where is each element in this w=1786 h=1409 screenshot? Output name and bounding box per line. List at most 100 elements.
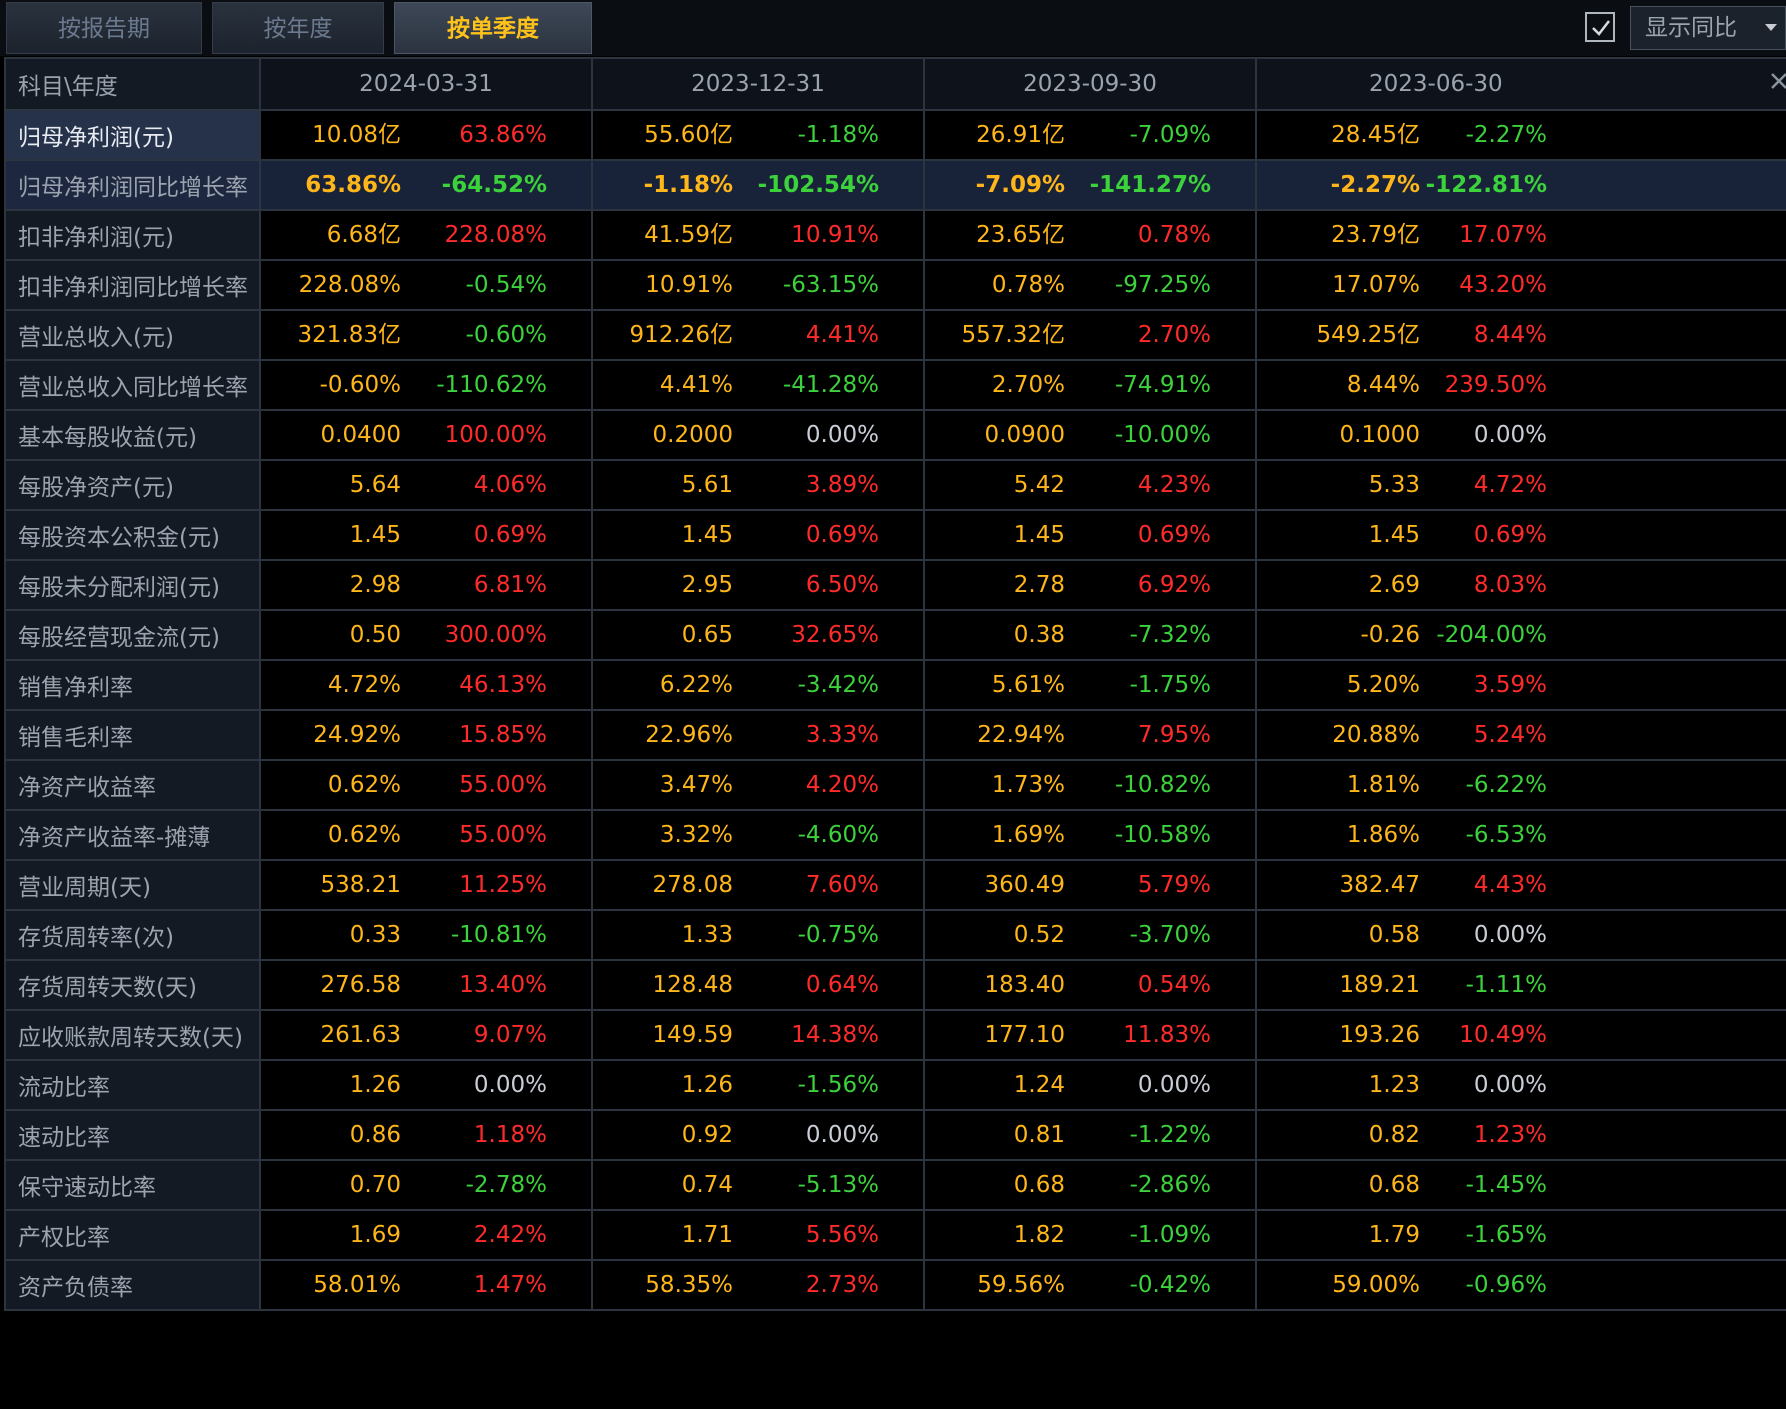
cell-value: 20.88% <box>1332 722 1420 748</box>
table-row[interactable]: 每股净资产(元) 5.64 4.06% 5.61 3.89% 5.42 4.23% 5.33 4… <box>4 459 1786 511</box>
table-cell: 0.33 -10.81% <box>259 909 593 961</box>
cell-yoy-change: 1.23% <box>1473 1122 1547 1148</box>
row-label: 资产负债率 <box>4 1259 261 1311</box>
table-row[interactable]: 基本每股收益(元) 0.0400 100.00% 0.2000 0.00% 0.0900 -… <box>4 409 1786 461</box>
cell-yoy-change: 4.41% <box>805 322 879 348</box>
cell-yoy-change: 0.00% <box>1473 922 1547 948</box>
table-cell: 538.21 11.25% <box>259 859 593 911</box>
table-row[interactable]: 存货周转天数(天) 276.58 13.40% 128.48 0.64% 183.40 0.… <box>4 959 1786 1011</box>
row-label: 销售毛利率 <box>4 709 261 761</box>
column-header[interactable]: 2023-06-30 <box>1255 57 1786 111</box>
cell-value: 0.38 <box>1013 622 1065 648</box>
table-row[interactable]: 营业总收入同比增长率 -0.60% -110.62% 4.41% -41.28% 2.70… <box>4 359 1786 411</box>
table-row[interactable]: 营业周期(天) 538.21 11.25% 278.08 7.60% 360.49 5.79… <box>4 859 1786 911</box>
table-row[interactable]: 归母净利润同比增长率 63.86% -64.52% -1.18% -102.54% -7.… <box>4 159 1786 211</box>
cell-value: 382.47 <box>1339 872 1420 898</box>
cell-yoy-change: -0.96% <box>1465 1272 1547 1298</box>
cell-yoy-change: -1.18% <box>797 122 879 148</box>
show-yoy-dropdown[interactable]: 显示同比 <box>1630 6 1786 50</box>
table-row[interactable]: 扣非净利润(元) 6.68亿 228.08% 41.59亿 10.91% 23.65亿 0.… <box>4 209 1786 261</box>
cell-yoy-change: -141.27% <box>1089 172 1211 198</box>
table-row[interactable]: 净资产收益率-摊薄 0.62% 55.00% 3.32% -4.60% 1.69% -10.… <box>4 809 1786 861</box>
cell-yoy-change: 4.43% <box>1473 872 1547 898</box>
cell-yoy-change: -6.22% <box>1465 772 1547 798</box>
row-label: 存货周转天数(天) <box>4 959 261 1011</box>
cell-yoy-change: 13.40% <box>459 972 547 998</box>
table-cell: 0.81 -1.22% <box>923 1109 1257 1161</box>
table-cell: 23.65亿 0.78% <box>923 209 1257 261</box>
table-cell: 4.41% -41.28% <box>591 359 925 411</box>
table-cell: 0.58 0.00% <box>1255 909 1786 961</box>
cell-value: 0.0400 <box>320 422 401 448</box>
cell-yoy-change: -63.15% <box>783 272 879 298</box>
row-label: 净资产收益率-摊薄 <box>4 809 261 861</box>
tab-by-year[interactable]: 按年度 <box>212 2 384 54</box>
cell-value: 1.81% <box>1346 772 1420 798</box>
table-row[interactable]: 每股未分配利润(元) 2.98 6.81% 2.95 6.50% 2.78 6.92% 2.6… <box>4 559 1786 611</box>
table-cell: 1.82 -1.09% <box>923 1209 1257 1261</box>
close-icon[interactable] <box>1768 66 1786 96</box>
cell-yoy-change: 32.65% <box>791 622 879 648</box>
cell-yoy-change: 0.64% <box>805 972 879 998</box>
cell-yoy-change: -10.00% <box>1115 422 1211 448</box>
cell-yoy-change: -204.00% <box>1436 622 1547 648</box>
table-cell: 2.69 8.03% <box>1255 559 1786 611</box>
cell-yoy-change: 100.00% <box>444 422 547 448</box>
table-cell: 128.48 0.64% <box>591 959 925 1011</box>
table-cell: 912.26亿 4.41% <box>591 309 925 361</box>
cell-value: 6.68亿 <box>326 222 401 248</box>
table-cell: 1.23 0.00% <box>1255 1059 1786 1111</box>
table-cell: 261.63 9.07% <box>259 1009 593 1061</box>
row-label: 应收账款周转天数(天) <box>4 1009 261 1061</box>
cell-value: 58.01% <box>313 1272 401 1298</box>
column-header[interactable]: 2024-03-31 <box>259 57 593 111</box>
table-row[interactable]: 营业总收入(元) 321.83亿 -0.60% 912.26亿 4.41% 557.32亿… <box>4 309 1786 361</box>
cell-yoy-change: -0.42% <box>1129 1272 1211 1298</box>
cell-yoy-change: -3.42% <box>797 672 879 698</box>
table-cell: 58.35% 2.73% <box>591 1259 925 1311</box>
cell-yoy-change: -4.60% <box>797 822 879 848</box>
table-row[interactable]: 产权比率 1.69 2.42% 1.71 5.56% 1.82 -1.09% 1.79 -1.6… <box>4 1209 1786 1261</box>
table-cell: 1.81% -6.22% <box>1255 759 1786 811</box>
cell-yoy-change: -1.11% <box>1465 972 1547 998</box>
cell-value: 1.45 <box>1013 522 1065 548</box>
column-header[interactable]: 2023-09-30 <box>923 57 1257 111</box>
cell-yoy-change: 0.78% <box>1137 222 1211 248</box>
cell-value: 0.81 <box>1013 1122 1065 1148</box>
tab-by-quarter[interactable]: 按单季度 <box>394 2 592 54</box>
table-cell: 193.26 10.49% <box>1255 1009 1786 1061</box>
table-row[interactable]: 资产负债率 58.01% 1.47% 58.35% 2.73% 59.56% -0.42% 5… <box>4 1259 1786 1311</box>
table-row[interactable]: 净资产收益率 0.62% 55.00% 3.47% 4.20% 1.73% -10.82% 1… <box>4 759 1786 811</box>
table-cell: 5.20% 3.59% <box>1255 659 1786 711</box>
table-cell: 5.64 4.06% <box>259 459 593 511</box>
table-row[interactable]: 扣非净利润同比增长率 228.08% -0.54% 10.91% -63.15% 0.78… <box>4 259 1786 311</box>
table-cell: 24.92% 15.85% <box>259 709 593 761</box>
table-row[interactable]: 流动比率 1.26 0.00% 1.26 -1.56% 1.24 0.00% 1.23 0.00… <box>4 1059 1786 1111</box>
table-row[interactable]: 速动比率 0.86 1.18% 0.92 0.00% 0.81 -1.22% 0.82 1.23… <box>4 1109 1786 1161</box>
cell-value: 1.45 <box>681 522 733 548</box>
cell-value: 0.0900 <box>984 422 1065 448</box>
cell-value: 3.32% <box>659 822 733 848</box>
table-row[interactable]: 归母净利润(元) 10.08亿 63.86% 55.60亿 -1.18% 26.91亿 -7… <box>4 109 1786 161</box>
cell-yoy-change: -41.28% <box>783 372 879 398</box>
tab-bar: 按报告期 按年度 按单季度 显示同比 <box>0 0 1786 56</box>
column-header[interactable]: 2023-12-31 <box>591 57 925 111</box>
cell-value: 0.33 <box>349 922 401 948</box>
tab-by-report-period[interactable]: 按报告期 <box>6 2 202 54</box>
show-yoy-checkbox[interactable] <box>1585 12 1615 42</box>
table-cell: 10.91% -63.15% <box>591 259 925 311</box>
cell-yoy-change: 4.20% <box>805 772 879 798</box>
table-row[interactable]: 销售净利率 4.72% 46.13% 6.22% -3.42% 5.61% -1.75% 5.… <box>4 659 1786 711</box>
table-row[interactable]: 每股经营现金流(元) 0.50 300.00% 0.65 32.65% 0.38 -7.32… <box>4 609 1786 661</box>
table-cell: 59.56% -0.42% <box>923 1259 1257 1311</box>
indicators-table: 科目\年度 2024-03-31 2023-12-31 2023-09-30 2… <box>4 57 1786 1311</box>
table-cell: 0.68 -1.45% <box>1255 1159 1786 1211</box>
row-label: 每股未分配利润(元) <box>4 559 261 611</box>
table-cell: 3.47% 4.20% <box>591 759 925 811</box>
table-row[interactable]: 保守速动比率 0.70 -2.78% 0.74 -5.13% 0.68 -2.86% 0.68… <box>4 1159 1786 1211</box>
cell-value: 63.86% <box>305 172 401 198</box>
table-row[interactable]: 存货周转率(次) 0.33 -10.81% 1.33 -0.75% 0.52 -3.70% 0… <box>4 909 1786 961</box>
table-row[interactable]: 销售毛利率 24.92% 15.85% 22.96% 3.33% 22.94% 7.95% 2… <box>4 709 1786 761</box>
table-row[interactable]: 每股资本公积金(元) 1.45 0.69% 1.45 0.69% 1.45 0.69% 1.4… <box>4 509 1786 561</box>
table-row[interactable]: 应收账款周转天数(天) 261.63 9.07% 149.59 14.38% 177.10… <box>4 1009 1786 1061</box>
